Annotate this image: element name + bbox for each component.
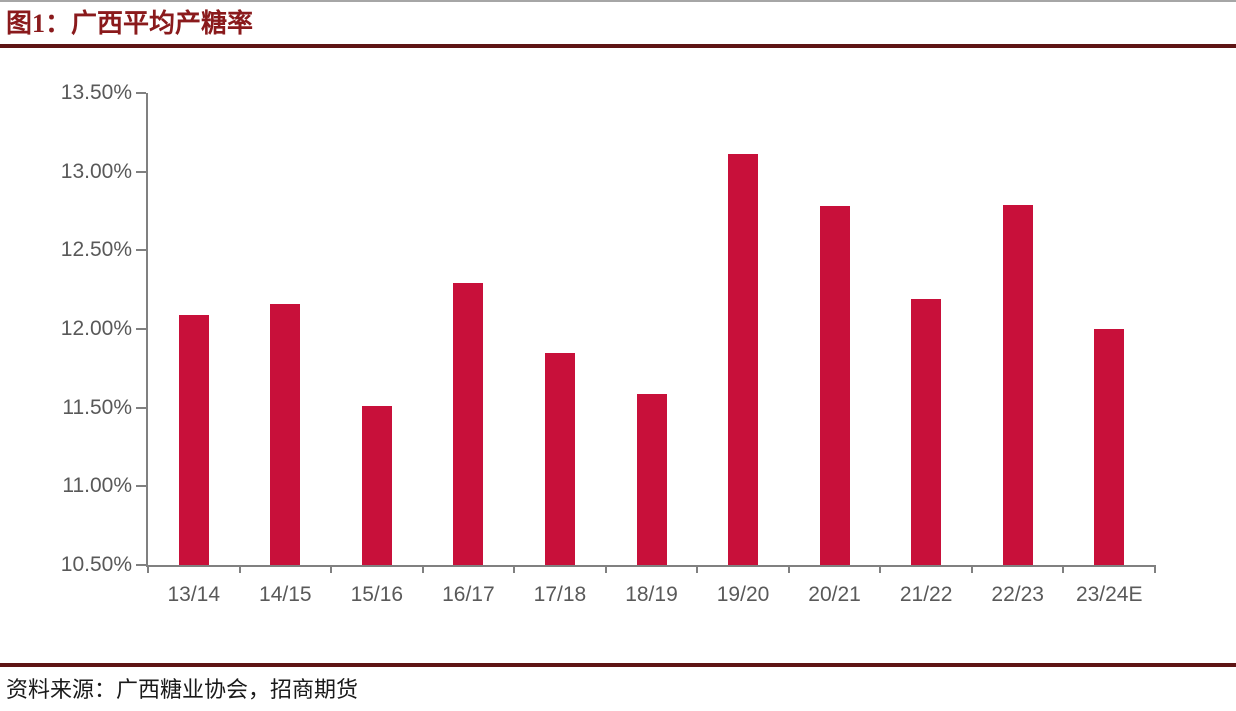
bar [819,206,850,565]
x-axis-tick [238,565,241,573]
y-axis-tick-label: 13.00% [60,159,132,183]
x-axis-tick [1154,565,1156,573]
x-axis-tick [421,565,424,573]
bar [1094,329,1125,565]
x-axis-tick-label: 16/17 [442,583,495,606]
bar [270,303,301,565]
x-axis-tick [1062,565,1065,573]
x-axis-tick-label: 19/20 [716,583,770,606]
x-axis-tick [604,565,607,573]
x-axis-tick-label: 20/21 [808,583,861,606]
x-axis-tick-label: 21/22 [899,583,953,606]
y-axis-tick-label: 12.50% [60,238,132,262]
bar [1002,204,1033,565]
y-axis-tick [136,328,146,330]
figure-title: 图1：广西平均产糖率 [6,9,254,38]
x-axis-tick [330,565,333,573]
plot-area [136,92,1156,573]
x-axis-tick-label: 15/16 [350,583,404,606]
bar [453,283,484,565]
bar [911,299,942,565]
y-axis-tick [136,249,146,252]
bar [728,154,759,565]
y-axis-tick-label: 10.50% [60,553,132,576]
y-axis-tick-label: 11.50% [62,395,132,419]
y-axis-tick [136,406,146,409]
x-axis-tick [696,565,699,573]
y-axis-tick [136,564,146,566]
title-underline-rule [0,44,1236,48]
footer-rule [0,663,1236,667]
x-axis-tick-label: 18/19 [625,583,678,606]
bar [361,406,392,565]
x-axis-tick-label: 17/18 [533,583,587,606]
bar [178,314,209,565]
x-axis-tick-label: 13/14 [167,583,221,606]
x-axis-tick [147,565,149,573]
x-axis-tick [970,565,973,573]
y-axis-tick [136,92,146,94]
bar [544,352,575,565]
source-text: 资料来源：广西糖业协会，招商期货 [6,677,359,702]
x-axis-tick-label: 14/15 [259,583,312,606]
y-axis-tick-label: 13.50% [60,81,132,104]
y-axis-tick [136,485,146,488]
y-axis-tick [136,170,146,173]
y-axis-tick-label: 12.00% [60,317,132,340]
y-axis-tick-label: 11.00% [62,474,132,498]
x-axis-tick [787,565,790,573]
top-edge-rule [0,0,1236,2]
x-axis-tick [879,565,882,573]
x-axis-tick-label: 23/24E [1075,583,1143,606]
bar [636,393,667,565]
x-axis-tick-label: 22/23 [991,583,1044,606]
x-axis-tick [513,565,516,573]
